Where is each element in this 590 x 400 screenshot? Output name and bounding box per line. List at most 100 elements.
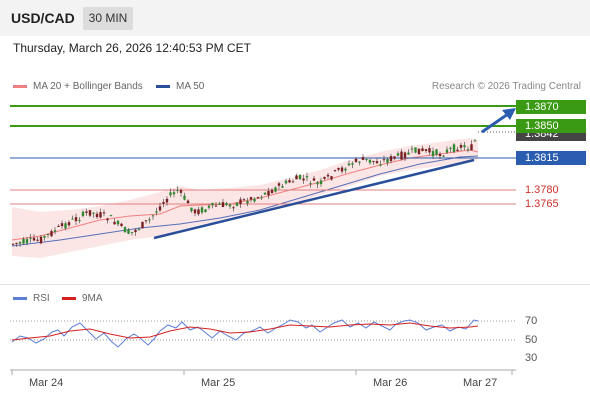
- candle-body: [319, 180, 323, 185]
- candle-body: [221, 202, 225, 208]
- legend-rsi-ma-label: 9MA: [82, 293, 103, 304]
- candle-body: [169, 192, 172, 196]
- ma20-swatch: [13, 85, 27, 88]
- rsi-swatch: [13, 297, 27, 300]
- candle-body: [456, 149, 459, 151]
- candle-body: [291, 181, 295, 183]
- candle-body: [354, 158, 358, 162]
- rsi-tick-50: 50: [525, 334, 538, 346]
- candle-body: [57, 225, 60, 227]
- rsi-tick-30: 30: [525, 352, 538, 364]
- candle-body: [137, 228, 141, 230]
- candle-body: [473, 140, 477, 142]
- candle-body: [232, 207, 235, 209]
- candle-body: [64, 223, 67, 229]
- candle-body: [309, 183, 312, 185]
- candle-body: [323, 176, 326, 179]
- candle-body: [106, 218, 109, 221]
- candle-body: [88, 210, 92, 216]
- candle-body: [71, 218, 74, 220]
- candle-body: [288, 180, 291, 183]
- candle-body: [361, 157, 365, 160]
- forecast-arrow-head: [502, 108, 516, 120]
- candle-body: [435, 149, 438, 155]
- candle-body: [372, 160, 375, 162]
- candle-body: [459, 144, 463, 148]
- symbol-label: USD/CAD: [11, 10, 75, 26]
- rsi-line: [11, 319, 479, 348]
- candle-body: [284, 180, 288, 184]
- candle-body: [260, 197, 263, 199]
- candle-body: [344, 168, 347, 171]
- candle-body: [298, 174, 302, 179]
- candle-body: [253, 198, 256, 202]
- candle-body: [130, 231, 134, 233]
- chart-datetime: Thursday, March 26, 2026 12:40:53 PM CET: [13, 41, 251, 55]
- candle-body: [155, 211, 158, 213]
- candle-body: [463, 145, 466, 148]
- candle-body: [60, 223, 64, 227]
- candle-body: [351, 163, 354, 165]
- candle-body: [11, 243, 15, 245]
- candle-body: [151, 215, 155, 217]
- candle-body: [123, 227, 127, 233]
- candle-body: [263, 192, 267, 195]
- candle-body: [39, 236, 43, 244]
- candle-body: [326, 174, 330, 177]
- candle-body: [277, 183, 281, 186]
- candle-body: [417, 148, 421, 155]
- candle-body: [211, 202, 214, 206]
- candle-body: [85, 211, 88, 213]
- candle-body: [340, 167, 344, 172]
- candle-body: [78, 220, 81, 222]
- candle-body: [410, 148, 414, 150]
- legend-ma50: MA 50: [156, 81, 204, 92]
- candle-body: [214, 205, 218, 207]
- candle-body: [46, 234, 50, 236]
- candle-body: [141, 221, 144, 229]
- candle-body: [148, 219, 151, 221]
- candle-body: [197, 209, 200, 215]
- candle-body: [302, 178, 305, 181]
- ma50-line: [11, 155, 479, 247]
- candle-body: [330, 176, 333, 180]
- legend-rsi-ma: 9MA: [62, 293, 103, 304]
- candle-body: [274, 187, 277, 192]
- candle-body: [428, 148, 431, 153]
- candle-body: [267, 190, 270, 196]
- candle-body: [99, 212, 102, 218]
- candle-body: [22, 238, 25, 244]
- candle-body: [144, 220, 148, 222]
- candle-body: [95, 213, 99, 218]
- candle-body: [193, 209, 197, 214]
- candle-body: [18, 242, 22, 244]
- pivot-tag: 1.3815: [516, 151, 586, 165]
- candle-body: [305, 176, 309, 178]
- candle-body: [375, 161, 379, 164]
- support-1-label: 1.3780: [525, 184, 559, 196]
- candle-body: [466, 149, 470, 151]
- trend-line: [153, 158, 475, 240]
- candle-body: [36, 239, 39, 241]
- candle-body: [113, 221, 116, 225]
- candle-body: [15, 242, 18, 244]
- timeframe-button[interactable]: 30 MIN: [83, 7, 133, 30]
- candle-body: [424, 149, 428, 151]
- candle-body: [249, 197, 253, 200]
- rsi-tick-70: 70: [525, 315, 538, 327]
- candle-body: [389, 156, 393, 162]
- candle-body: [414, 147, 417, 153]
- candle-body: [256, 197, 260, 199]
- legend-rsi: RSI: [13, 293, 50, 304]
- candle-body: [246, 200, 249, 204]
- legend-rsi-label: RSI: [33, 293, 50, 304]
- top-bar: USD/CAD 30 MIN: [0, 0, 590, 36]
- candle-body: [190, 207, 193, 212]
- candle-body: [102, 212, 106, 214]
- candle-body: [365, 158, 368, 160]
- copyright-text: Research © 2026 Trading Central: [431, 81, 581, 92]
- candle-body: [431, 151, 435, 157]
- candle-body: [452, 144, 456, 152]
- ma50-swatch: [156, 85, 170, 88]
- candle-body: [358, 161, 361, 163]
